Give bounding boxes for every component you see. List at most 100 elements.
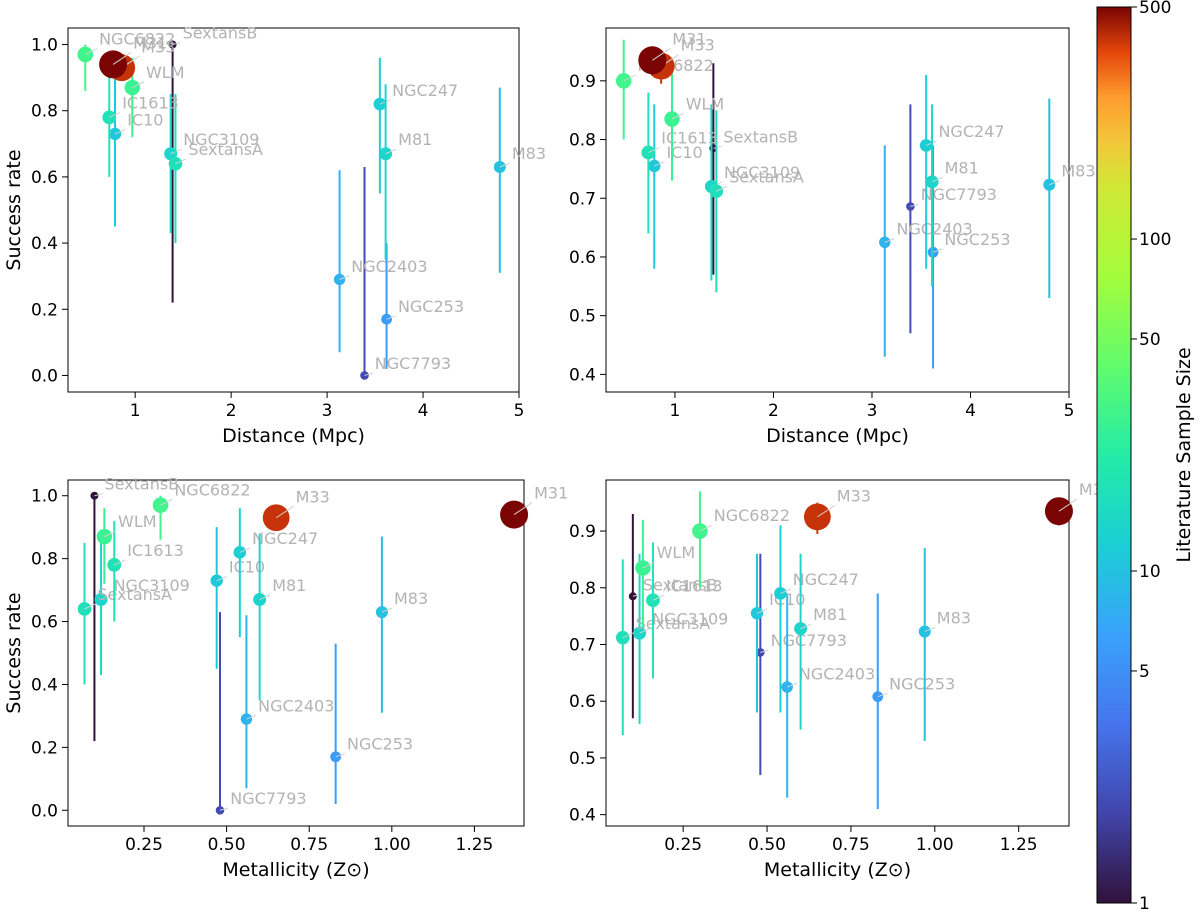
annotation-leader [756,608,768,614]
panel-bottom-right: 0.25 0.50 0.75 1.00 1.25 0.4 0.5 0.6 0.7 0.8 0.9 Me… [569,479,1113,881]
point-label: NGC6822 [714,506,790,525]
point-label: NGC253 [347,734,413,753]
annotation-leader [1058,498,1078,512]
x-tick-label: 3 [322,401,333,421]
point-label: M81 [945,158,979,177]
x-tick-label: 5 [1064,401,1075,421]
point-label: M81 [272,576,306,595]
y-axis-label: Success rate [3,149,25,270]
point-label: M83 [512,144,546,163]
point-label: M83 [394,589,428,608]
point-label: SextansA [188,140,263,159]
y-tick-label: 0.2 [31,738,58,758]
x-axis-label: Metallicity (Z⊙) [764,859,911,881]
point-label: M33 [837,486,871,505]
point-label: SextansB [643,575,718,594]
point-label: M83 [1061,162,1095,181]
point-label: SextansB [723,127,798,146]
point-label: NGC7793 [375,354,451,373]
annotation-leader [339,275,350,280]
annotation-leader [246,714,257,720]
annotation-leader [84,603,96,610]
annotation-leader [786,682,798,688]
annotation-leader [109,111,121,118]
annotation-leader [1049,180,1060,186]
point-label: IC1613 [666,576,723,595]
annotation-leader [800,623,812,630]
annotation-leader [716,185,728,192]
annotation-leader [654,161,665,167]
colorbar-tick-label: 10 [1139,562,1161,582]
y-tick-label: 0.0 [31,801,58,821]
colorbar-tick-label: 5 [1139,662,1150,682]
colorbar-tick-label: 1 [1139,894,1150,911]
annotation-leader [175,158,187,165]
annotation-leader [172,42,181,46]
x-tick-label: 0.50 [748,835,786,855]
annotation-leader [924,626,935,632]
colorbar-tick-label: 500 [1139,0,1171,18]
y-tick-label: 0.4 [31,234,58,254]
point-label: NGC247 [938,122,1004,141]
x-tick-label: 0.25 [125,835,163,855]
annotation-leader [219,807,229,811]
data-point [99,50,128,79]
x-axis-label: Metallicity (Z⊙) [222,859,369,881]
point-label: M83 [937,608,971,627]
annotation-leader [132,81,145,89]
point-label: NGC6822 [174,480,250,499]
annotation-leader [100,594,112,600]
x-tick-label: 0.50 [208,835,246,855]
annotation-leader [114,129,126,135]
point-label: M81 [398,130,432,149]
colorbar: 1 5 10 50 100 500 Literature Sample Size [1096,0,1195,911]
annotation-leader [94,493,103,497]
point-label: IC1613 [661,129,718,148]
colorbar-gradient [1096,6,1132,904]
point-label: NGC253 [944,230,1010,249]
annotation-leader [259,594,271,600]
point-label: WLM [657,543,696,562]
annotation-leader [160,498,173,506]
point-label: WLM [118,512,157,531]
point-label: NGC2403 [351,257,427,276]
x-tick-label: 1.25 [456,835,494,855]
annotation-leader [216,576,228,582]
annotation-leader [513,502,533,516]
point-label: NGC253 [889,674,955,693]
annotation-leader [713,145,722,149]
y-tick-label: 0.2 [31,300,58,320]
point-label: WLM [146,63,185,82]
point-label: NGC253 [398,297,464,316]
annotation-leader [499,162,511,168]
plot-frame [605,479,1070,827]
annotation-leader [104,530,117,538]
point-label: M33 [681,36,715,55]
colorbar-label: Literature Sample Size [1173,347,1195,562]
y-tick-label: 0.4 [569,806,596,826]
point-label: IC1613 [127,541,184,560]
point-label: NGC247 [793,570,859,589]
y-tick-label: 0.6 [31,168,58,188]
annotation-leader [910,203,919,207]
y-tick-label: 0.0 [31,366,58,386]
annotation-leader [760,649,769,653]
annotation-leader [623,74,636,82]
point-label: NGC2403 [799,664,875,683]
point-label: NGC3109 [183,130,259,149]
y-tick-label: 0.6 [31,613,58,633]
x-tick-label: 2 [226,401,237,421]
annotation-leader [932,248,943,253]
y-tick-label: 0.7 [569,635,596,655]
x-tick-label: 0.75 [832,835,870,855]
point-label: IC1613 [122,93,179,112]
annotation-leader [780,588,791,594]
y-tick-label: 0.8 [31,550,58,570]
y-tick-label: 0.8 [569,579,596,599]
point-label: NGC6822 [99,30,175,49]
x-tick-label: 1.00 [373,835,411,855]
plot-frame [605,27,1070,393]
plot-frame [67,479,525,827]
annotation-leader [648,147,660,153]
annotation-leader [931,176,943,183]
